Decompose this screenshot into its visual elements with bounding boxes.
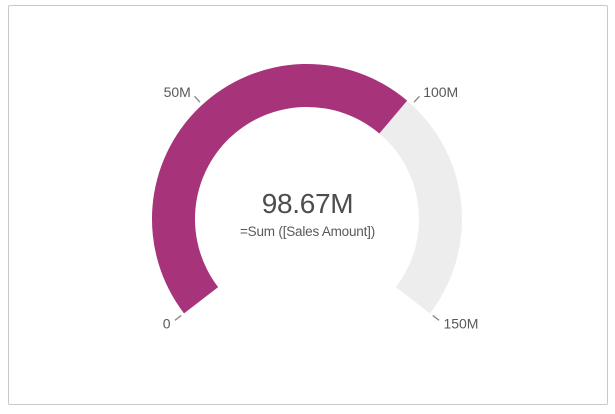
gauge-fill-arc bbox=[151, 63, 408, 314]
gauge-tick-line bbox=[174, 314, 182, 321]
gauge-tick-line bbox=[432, 314, 440, 321]
gauge-tick-line bbox=[413, 95, 421, 103]
gauge-tick-label: 50M bbox=[164, 84, 191, 100]
gauge-tick-label: 0 bbox=[163, 316, 171, 332]
gauge-tick-line bbox=[193, 95, 201, 103]
gauge-tick-label: 150M bbox=[443, 316, 478, 332]
gauge-tick-label: 100M bbox=[423, 84, 458, 100]
